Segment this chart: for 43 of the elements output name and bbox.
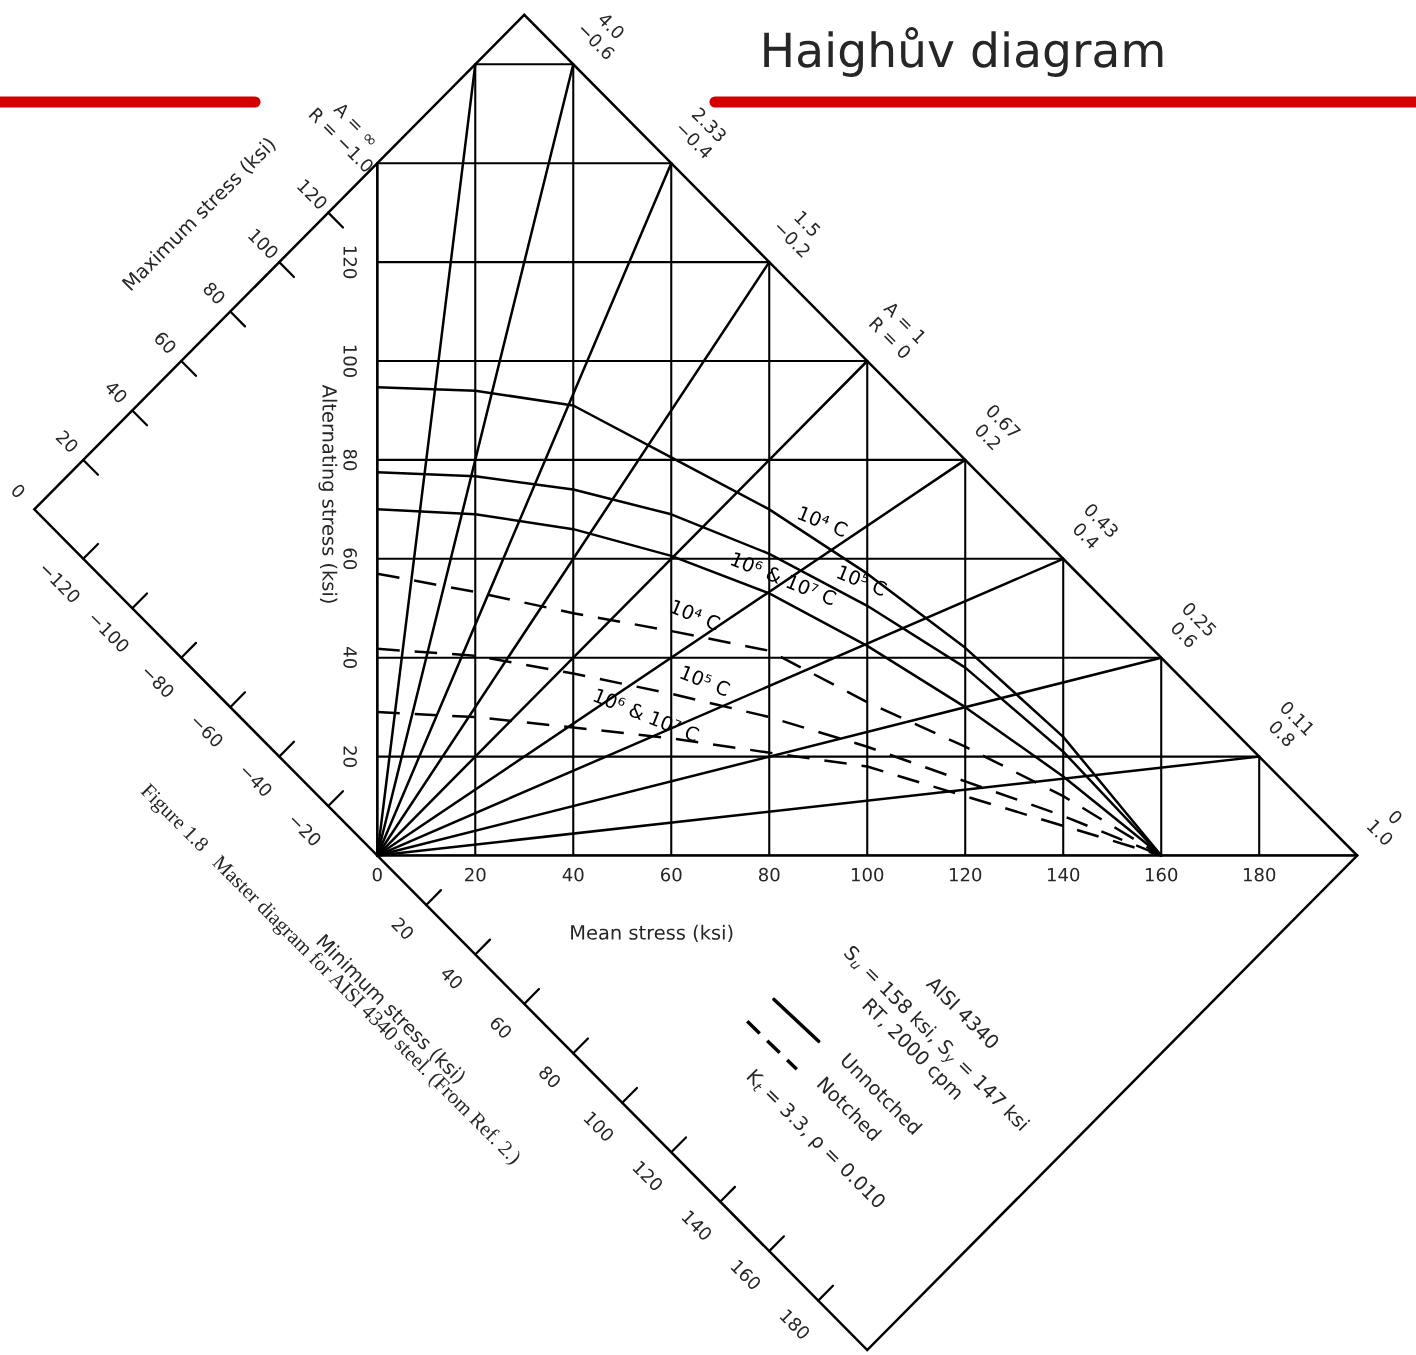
annotation: 120 [632,1160,665,1193]
y-tick-label: 120 [343,246,357,279]
text: 10⁵ C [679,664,731,697]
annotation: 20 [390,916,415,941]
annotation: 80 [202,281,227,306]
text: 10⁴ C [797,505,849,538]
y-tick-label: 60 [343,548,357,570]
y-tick-label: 80 [343,449,357,471]
annotation: 40 [103,379,129,405]
annotation: −40 [238,763,274,798]
annotation: 140 [681,1209,714,1242]
x-tick-label: 180 [1243,867,1276,882]
annotation: 60 [153,330,178,355]
x-tick-label: 100 [851,867,884,882]
y-tick-label: 100 [343,345,357,378]
y-axis-title: Alternating stress (ksi) [318,384,338,603]
x-tick-label: 80 [758,867,780,882]
x-tick-label: 0 [372,867,382,882]
annotation: −80 [140,664,176,699]
x-tick-label: 160 [1145,867,1178,882]
annotation: 0 1.0 [1366,809,1404,847]
x-tick-label: 120 [949,867,982,882]
text: Haighův diagram [764,27,1163,77]
annotation: 160 [730,1259,763,1291]
x-axis-title: Mean stress (ksi) [571,924,733,943]
annotation: −20 [287,812,323,848]
annotation: 120 [296,178,329,211]
y-tick-label: 40 [343,647,357,669]
annotation: 60 [488,1015,513,1040]
annotation: 180 [779,1308,812,1341]
annotation: A = 1 R = 0 [868,300,927,360]
x-tick-label: 20 [465,867,486,882]
annotation: 0 [10,482,27,499]
annotation: 100 [247,228,280,260]
x-tick-label: 140 [1047,867,1080,882]
annotation: 80 [537,1064,562,1090]
annotation: −60 [189,713,225,749]
annotation: 40 [439,965,464,991]
annotation: 100 [583,1110,616,1143]
y-tick-label: 20 [343,746,357,767]
x-tick-label: 60 [661,867,682,882]
x-tick-label: 40 [562,867,584,882]
annotation: 20 [55,429,80,454]
